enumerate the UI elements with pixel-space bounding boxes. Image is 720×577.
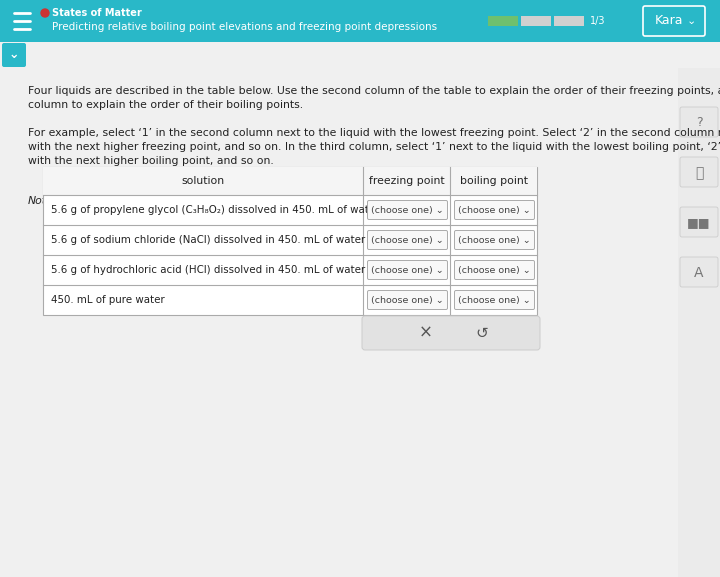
FancyBboxPatch shape bbox=[454, 200, 534, 219]
FancyBboxPatch shape bbox=[680, 257, 718, 287]
FancyBboxPatch shape bbox=[2, 43, 26, 67]
Text: (choose one) ⌄: (choose one) ⌄ bbox=[458, 265, 531, 275]
Text: (choose one) ⌄: (choose one) ⌄ bbox=[371, 205, 444, 215]
Bar bbox=[0, 42, 720, 68]
Text: solution: solution bbox=[181, 176, 225, 186]
FancyBboxPatch shape bbox=[454, 290, 534, 309]
FancyBboxPatch shape bbox=[680, 157, 718, 187]
Text: (choose one) ⌄: (choose one) ⌄ bbox=[371, 265, 444, 275]
FancyBboxPatch shape bbox=[367, 260, 448, 279]
Text: A: A bbox=[694, 266, 703, 280]
Text: ⌄: ⌄ bbox=[687, 16, 696, 26]
FancyBboxPatch shape bbox=[680, 107, 718, 137]
Text: 1.00 g/mL.: 1.00 g/mL. bbox=[150, 196, 241, 210]
Text: boiling point: boiling point bbox=[459, 176, 528, 186]
Bar bbox=[43, 167, 537, 195]
Text: 5.6 g of sodium chloride (NaCl) dissolved in 450. mL of water: 5.6 g of sodium chloride (NaCl) dissolve… bbox=[51, 235, 365, 245]
Text: the density of water is: the density of water is bbox=[54, 196, 183, 206]
Text: ■■: ■■ bbox=[688, 216, 711, 230]
Text: States of Matter: States of Matter bbox=[52, 8, 142, 18]
Text: For example, select ‘1’ in the second column next to the liquid with the lowest : For example, select ‘1’ in the second co… bbox=[28, 128, 720, 166]
Bar bbox=[521, 16, 551, 26]
Text: ↺: ↺ bbox=[476, 325, 488, 340]
Circle shape bbox=[41, 9, 49, 17]
Text: 1/3: 1/3 bbox=[590, 16, 606, 26]
Text: ×: × bbox=[418, 324, 432, 342]
Text: (choose one) ⌄: (choose one) ⌄ bbox=[458, 205, 531, 215]
Text: ?: ? bbox=[696, 117, 702, 129]
Text: (choose one) ⌄: (choose one) ⌄ bbox=[371, 235, 444, 245]
Text: (choose one) ⌄: (choose one) ⌄ bbox=[458, 295, 531, 305]
Text: 5.6 g of hydrochloric acid (HCl) dissolved in 450. mL of water: 5.6 g of hydrochloric acid (HCl) dissolv… bbox=[51, 265, 365, 275]
Text: Four liquids are described in the table below. Use the second column of the tabl: Four liquids are described in the table … bbox=[28, 86, 720, 110]
Text: Note:: Note: bbox=[28, 196, 58, 206]
Text: 450. mL of pure water: 450. mL of pure water bbox=[51, 295, 165, 305]
Text: 5.6 g of propylene glycol (C₃H₈O₂) dissolved in 450. mL of water: 5.6 g of propylene glycol (C₃H₈O₂) disso… bbox=[51, 205, 379, 215]
Bar bbox=[488, 16, 518, 26]
Text: Predicting relative boiling point elevations and freezing point depressions: Predicting relative boiling point elevat… bbox=[52, 22, 437, 32]
FancyBboxPatch shape bbox=[680, 207, 718, 237]
FancyBboxPatch shape bbox=[643, 6, 705, 36]
Bar bbox=[678, 68, 720, 577]
Bar bbox=[554, 16, 584, 26]
Text: (choose one) ⌄: (choose one) ⌄ bbox=[458, 235, 531, 245]
FancyBboxPatch shape bbox=[367, 230, 448, 249]
Bar bbox=[0, 0, 720, 42]
Bar bbox=[43, 167, 537, 315]
Text: (choose one) ⌄: (choose one) ⌄ bbox=[371, 295, 444, 305]
FancyBboxPatch shape bbox=[454, 230, 534, 249]
Text: ⎓: ⎓ bbox=[695, 166, 703, 180]
Text: ⌄: ⌄ bbox=[9, 48, 19, 62]
FancyBboxPatch shape bbox=[367, 290, 448, 309]
FancyBboxPatch shape bbox=[362, 316, 540, 350]
FancyBboxPatch shape bbox=[454, 260, 534, 279]
Text: freezing point: freezing point bbox=[369, 176, 444, 186]
FancyBboxPatch shape bbox=[367, 200, 448, 219]
Text: Kara: Kara bbox=[655, 14, 683, 28]
